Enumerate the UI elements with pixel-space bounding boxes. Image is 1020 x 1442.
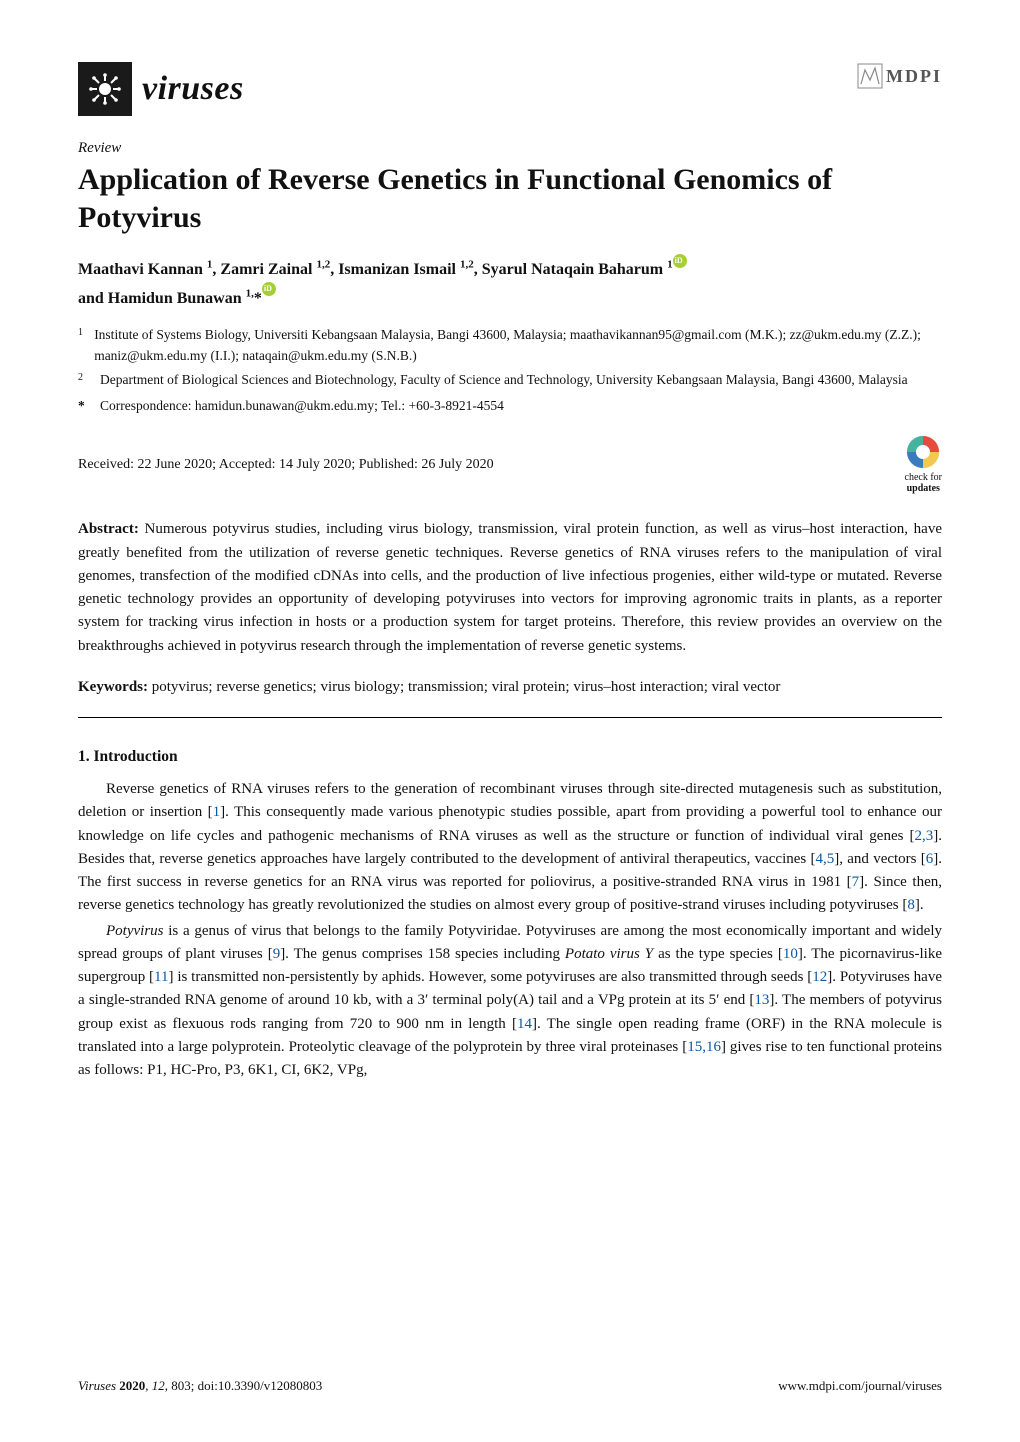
keywords: Keywords: potyvirus; reverse genetics; v… (78, 676, 942, 699)
affiliations: 1 Institute of Systems Biology, Universi… (78, 325, 942, 391)
correspondence-text: Correspondence: hamidun.bunawan@ukm.edu.… (100, 396, 504, 417)
affiliation-item: 1 Institute of Systems Biology, Universi… (100, 325, 942, 367)
authors-line-1: Maathavi Kannan 1, Zamri Zainal 1,2, Ism… (78, 261, 687, 278)
publisher-logo: MDPI (856, 62, 942, 90)
viruses-logo-icon (78, 62, 132, 116)
authors-block: Maathavi Kannan 1, Zamri Zainal 1,2, Ism… (78, 254, 942, 311)
affiliation-text: Department of Biological Sciences and Bi… (100, 370, 908, 391)
check-updates-label: check for updates (905, 472, 942, 494)
keywords-text: potyvirus; reverse genetics; virus biolo… (152, 679, 781, 695)
affiliation-number: 1 (78, 325, 94, 367)
footer-url: www.mdpi.com/journal/viruses (778, 1378, 942, 1394)
footer-citation: Viruses 2020, 12, 803; doi:10.3390/v1208… (78, 1378, 322, 1394)
article-type: Review (78, 140, 942, 157)
article-title: Application of Reverse Genetics in Funct… (78, 161, 942, 236)
correspondence-mark: * (78, 396, 100, 417)
journal-name: viruses (142, 70, 244, 108)
authors-line-2: and Hamidun Bunawan 1,* (78, 290, 276, 307)
check-for-updates[interactable]: check for updates (905, 435, 942, 494)
journal-logo: viruses (78, 62, 244, 116)
publication-dates: Received: 22 June 2020; Accepted: 14 Jul… (78, 457, 494, 473)
orcid-icon (262, 282, 276, 296)
check-updates-icon (906, 435, 940, 469)
abstract: Abstract: Numerous potyvirus studies, in… (78, 518, 942, 658)
paragraph: Potyvirus is a genus of virus that belon… (78, 920, 942, 1083)
affiliation-item: 2 Department of Biological Sciences and … (100, 370, 942, 391)
top-bar: viruses MDPI (78, 62, 942, 116)
publisher-name: MDPI (886, 66, 942, 87)
dates-row: Received: 22 June 2020; Accepted: 14 Jul… (78, 435, 942, 494)
affiliation-number: 2 (78, 370, 100, 391)
keywords-label: Keywords: (78, 679, 148, 695)
section-heading: 1. Introduction (78, 748, 942, 766)
paragraph: Reverse genetics of RNA viruses refers t… (78, 778, 942, 918)
abstract-label: Abstract: (78, 521, 139, 537)
correspondence: * Correspondence: hamidun.bunawan@ukm.ed… (78, 396, 942, 417)
affiliation-text: Institute of Systems Biology, Universiti… (94, 325, 942, 367)
orcid-icon (673, 254, 687, 268)
abstract-text: Numerous potyvirus studies, including vi… (78, 521, 942, 653)
page-footer: Viruses 2020, 12, 803; doi:10.3390/v1208… (78, 1378, 942, 1394)
body-text: Reverse genetics of RNA viruses refers t… (78, 778, 942, 1082)
mdpi-icon (856, 62, 884, 90)
section-divider (78, 717, 942, 718)
